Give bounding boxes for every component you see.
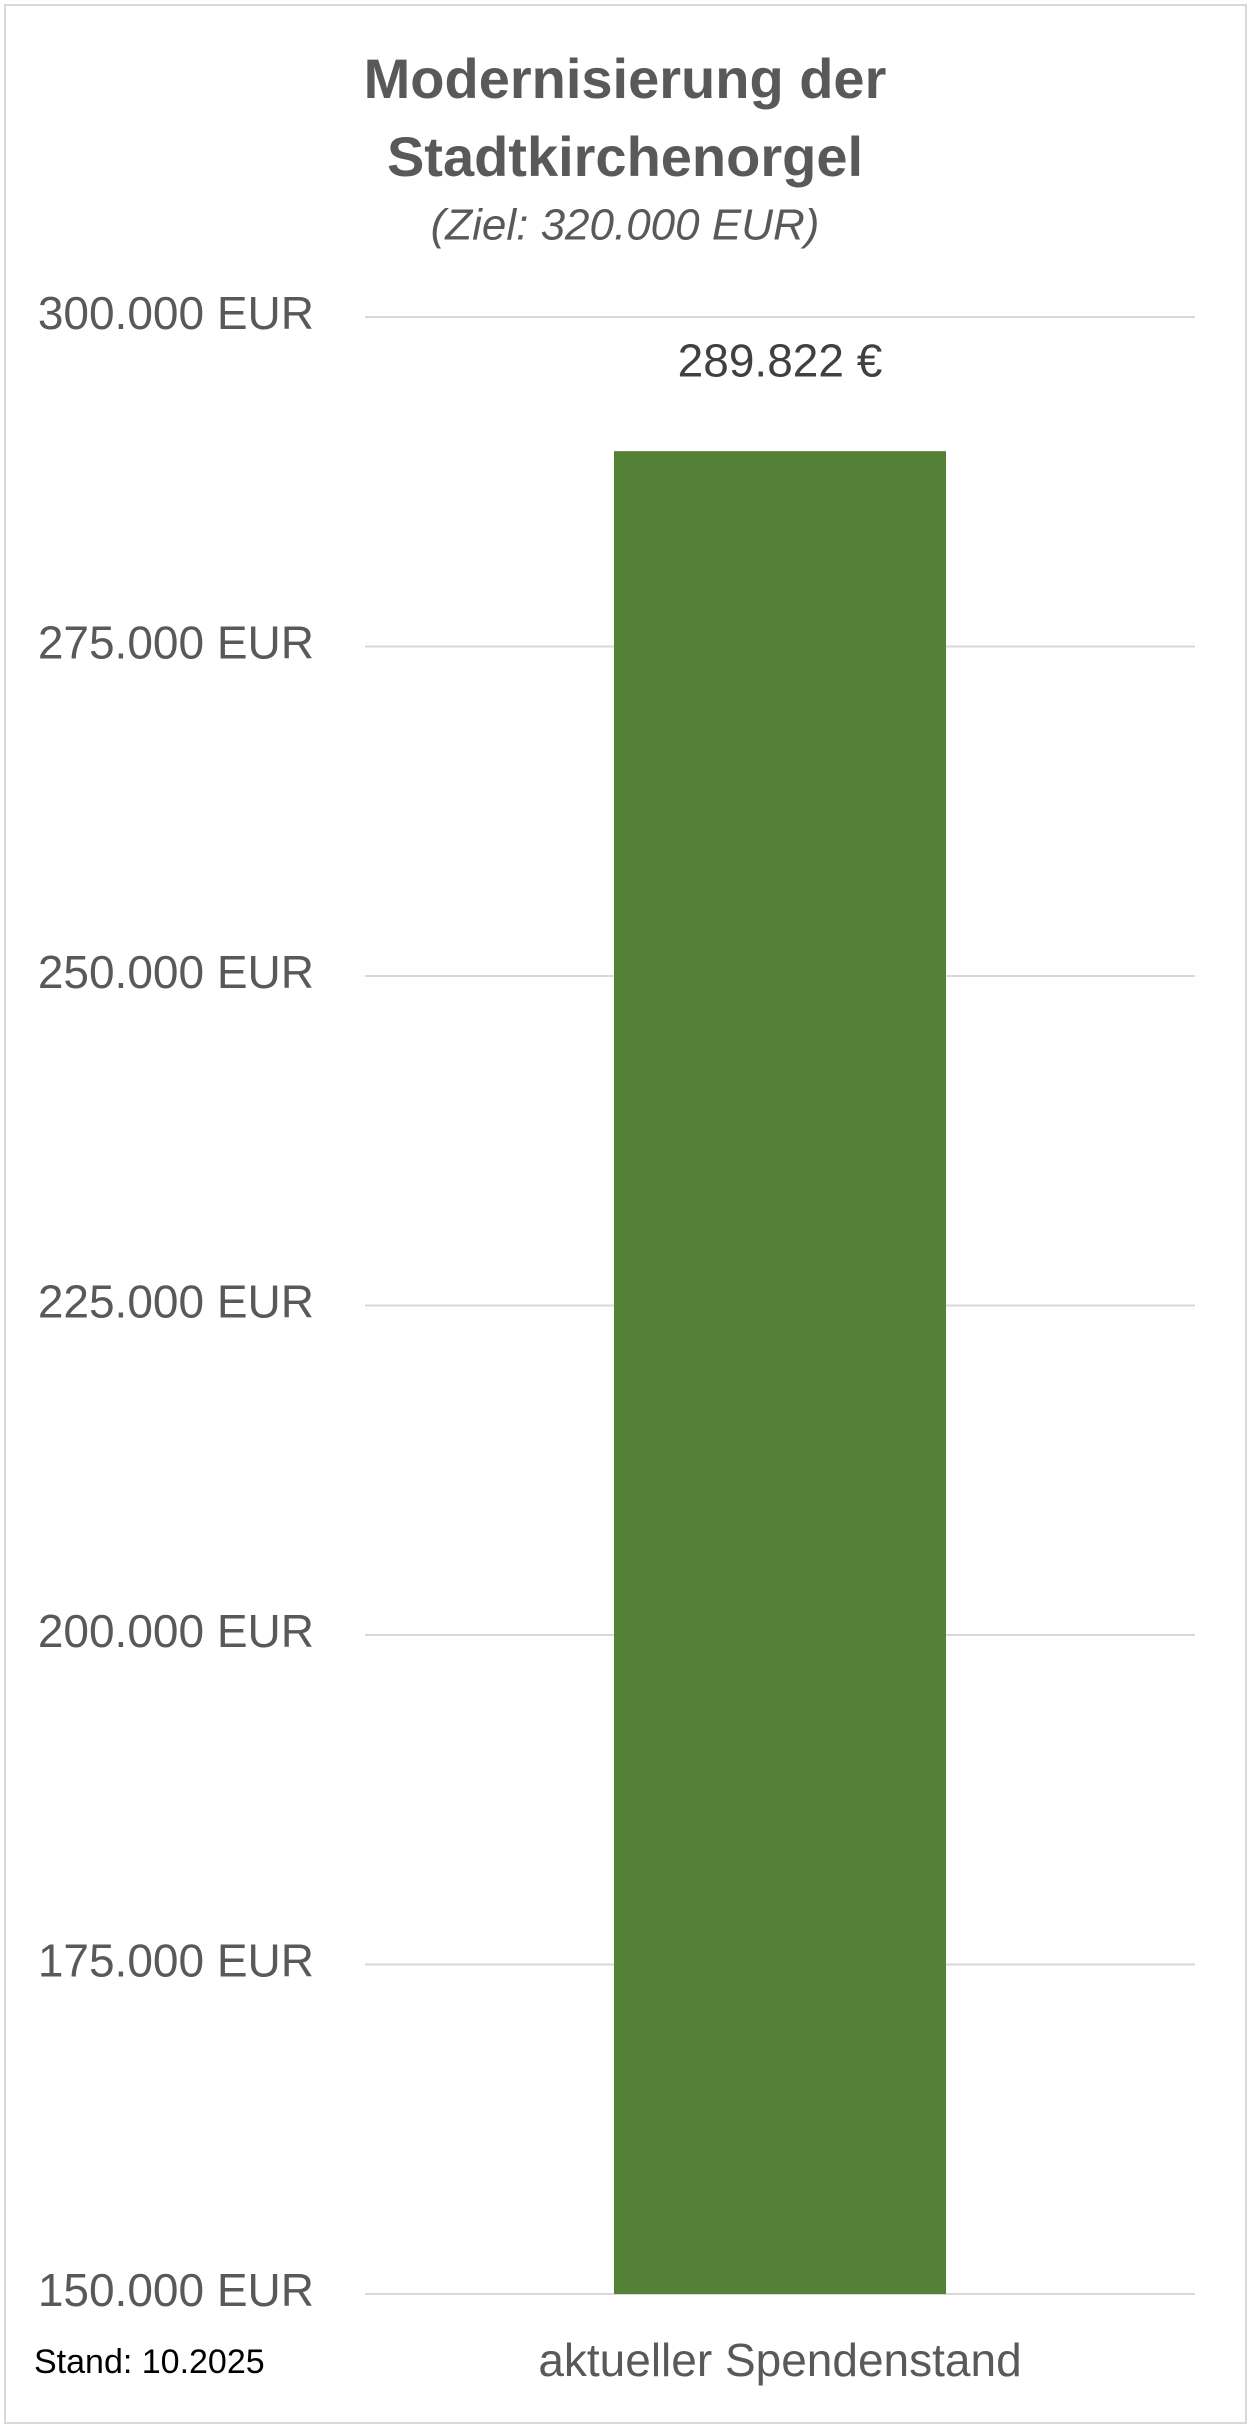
y-tick-label: 175.000 EUR bbox=[38, 1935, 314, 1987]
y-tick-label: 150.000 EUR bbox=[38, 2264, 314, 2316]
note: Stand: 10.2025 bbox=[34, 2343, 265, 2381]
chart-title: Modernisierung der Stadtkirchenorgel bbox=[363, 47, 887, 188]
y-tick-label: 275.000 EUR bbox=[38, 617, 314, 669]
value-label: 289.822 € bbox=[678, 334, 883, 386]
y-tick-label: 200.000 EUR bbox=[38, 1605, 314, 1657]
chart-subtitle: (Ziel: 320.000 EUR) bbox=[431, 201, 820, 250]
y-tick-label: 250.000 EUR bbox=[38, 946, 314, 998]
bar bbox=[614, 451, 946, 2295]
x-tick-label: aktueller Spendenstand bbox=[538, 2334, 1021, 2386]
y-tick-label: 225.000 EUR bbox=[38, 1276, 314, 1328]
y-tick-label: 300.000 EUR bbox=[38, 287, 314, 339]
